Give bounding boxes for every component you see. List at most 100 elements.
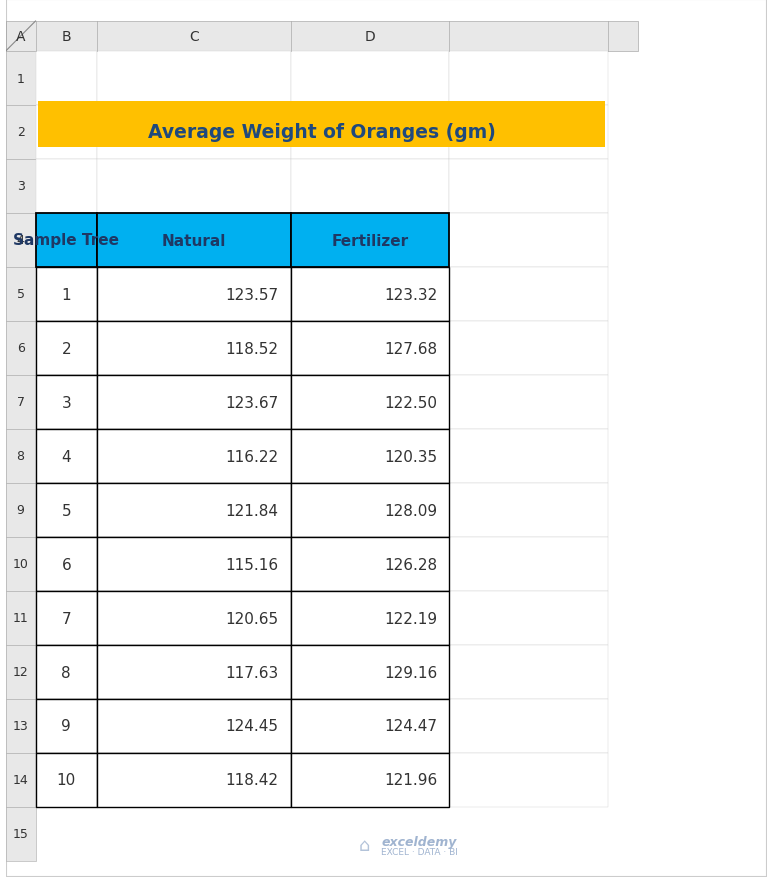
FancyBboxPatch shape bbox=[5, 591, 35, 645]
Text: Sample Tree: Sample Tree bbox=[13, 233, 120, 248]
Text: 4: 4 bbox=[61, 449, 71, 464]
FancyBboxPatch shape bbox=[97, 483, 291, 538]
FancyBboxPatch shape bbox=[449, 267, 608, 322]
FancyBboxPatch shape bbox=[5, 52, 35, 106]
FancyBboxPatch shape bbox=[35, 214, 97, 267]
FancyBboxPatch shape bbox=[35, 375, 97, 430]
FancyBboxPatch shape bbox=[97, 160, 291, 214]
FancyBboxPatch shape bbox=[97, 591, 291, 645]
FancyBboxPatch shape bbox=[449, 430, 608, 483]
FancyBboxPatch shape bbox=[291, 430, 449, 483]
Text: 9: 9 bbox=[17, 504, 25, 517]
FancyBboxPatch shape bbox=[97, 430, 291, 483]
Text: 5: 5 bbox=[61, 503, 71, 518]
FancyBboxPatch shape bbox=[449, 538, 608, 591]
FancyBboxPatch shape bbox=[291, 375, 449, 430]
FancyBboxPatch shape bbox=[35, 430, 97, 483]
FancyBboxPatch shape bbox=[38, 102, 605, 148]
Text: 2: 2 bbox=[61, 341, 71, 356]
FancyBboxPatch shape bbox=[291, 214, 449, 267]
FancyBboxPatch shape bbox=[5, 160, 35, 214]
Text: 128.09: 128.09 bbox=[384, 503, 437, 518]
FancyBboxPatch shape bbox=[291, 322, 449, 375]
FancyBboxPatch shape bbox=[5, 375, 35, 430]
FancyBboxPatch shape bbox=[97, 322, 291, 375]
Text: Natural: Natural bbox=[162, 233, 226, 248]
FancyBboxPatch shape bbox=[35, 483, 97, 538]
Text: 11: 11 bbox=[13, 612, 28, 624]
FancyBboxPatch shape bbox=[5, 645, 35, 699]
FancyBboxPatch shape bbox=[291, 267, 449, 322]
FancyBboxPatch shape bbox=[291, 267, 449, 322]
FancyBboxPatch shape bbox=[449, 52, 608, 106]
FancyBboxPatch shape bbox=[35, 699, 97, 753]
Text: 118.42: 118.42 bbox=[225, 773, 278, 788]
FancyBboxPatch shape bbox=[35, 699, 97, 753]
Text: 2: 2 bbox=[17, 126, 25, 139]
FancyBboxPatch shape bbox=[97, 538, 291, 591]
Text: 7: 7 bbox=[61, 610, 71, 626]
FancyBboxPatch shape bbox=[97, 645, 291, 699]
FancyBboxPatch shape bbox=[291, 645, 449, 699]
FancyBboxPatch shape bbox=[291, 538, 449, 591]
Text: 1: 1 bbox=[61, 287, 71, 303]
Text: 124.45: 124.45 bbox=[225, 718, 278, 734]
FancyBboxPatch shape bbox=[291, 52, 449, 106]
FancyBboxPatch shape bbox=[449, 322, 608, 375]
FancyBboxPatch shape bbox=[5, 106, 35, 160]
FancyBboxPatch shape bbox=[5, 322, 35, 375]
Text: 4: 4 bbox=[17, 234, 25, 247]
FancyBboxPatch shape bbox=[5, 22, 638, 52]
FancyBboxPatch shape bbox=[35, 106, 97, 160]
FancyBboxPatch shape bbox=[35, 645, 97, 699]
Text: 118.52: 118.52 bbox=[225, 341, 278, 356]
FancyBboxPatch shape bbox=[35, 591, 97, 645]
FancyBboxPatch shape bbox=[5, 699, 35, 753]
FancyBboxPatch shape bbox=[97, 753, 291, 807]
FancyBboxPatch shape bbox=[97, 483, 291, 538]
Text: 116.22: 116.22 bbox=[225, 449, 278, 464]
FancyBboxPatch shape bbox=[35, 483, 97, 538]
Text: Average Weight of Oranges (gm): Average Weight of Oranges (gm) bbox=[148, 124, 495, 142]
Text: B: B bbox=[61, 30, 71, 44]
FancyBboxPatch shape bbox=[449, 753, 608, 807]
FancyBboxPatch shape bbox=[97, 699, 291, 753]
FancyBboxPatch shape bbox=[5, 214, 35, 267]
Text: 123.67: 123.67 bbox=[225, 395, 278, 410]
FancyBboxPatch shape bbox=[449, 645, 608, 699]
FancyBboxPatch shape bbox=[291, 753, 449, 807]
Text: EXCEL · DATA · BI: EXCEL · DATA · BI bbox=[381, 847, 458, 857]
Text: C: C bbox=[189, 30, 199, 44]
FancyBboxPatch shape bbox=[291, 699, 449, 753]
Text: 8: 8 bbox=[61, 665, 71, 680]
FancyBboxPatch shape bbox=[291, 699, 449, 753]
Text: 10: 10 bbox=[57, 773, 76, 788]
FancyBboxPatch shape bbox=[35, 538, 97, 591]
FancyBboxPatch shape bbox=[5, 483, 35, 538]
FancyBboxPatch shape bbox=[291, 214, 449, 267]
Text: 121.96: 121.96 bbox=[384, 773, 437, 788]
Text: 10: 10 bbox=[13, 558, 28, 571]
Text: 6: 6 bbox=[17, 342, 25, 355]
Text: 129.16: 129.16 bbox=[384, 665, 437, 680]
Text: 14: 14 bbox=[13, 774, 28, 787]
Text: 123.57: 123.57 bbox=[225, 287, 278, 303]
FancyBboxPatch shape bbox=[449, 160, 608, 214]
FancyBboxPatch shape bbox=[35, 645, 97, 699]
FancyBboxPatch shape bbox=[449, 699, 608, 753]
Text: 7: 7 bbox=[17, 396, 25, 409]
FancyBboxPatch shape bbox=[291, 538, 449, 591]
FancyBboxPatch shape bbox=[35, 160, 97, 214]
Text: 6: 6 bbox=[61, 557, 71, 572]
FancyBboxPatch shape bbox=[35, 322, 97, 375]
Text: 3: 3 bbox=[17, 181, 25, 193]
FancyBboxPatch shape bbox=[97, 267, 291, 322]
FancyBboxPatch shape bbox=[97, 322, 291, 375]
FancyBboxPatch shape bbox=[291, 591, 449, 645]
Text: 9: 9 bbox=[61, 718, 71, 734]
FancyBboxPatch shape bbox=[35, 375, 97, 430]
FancyBboxPatch shape bbox=[35, 753, 97, 807]
FancyBboxPatch shape bbox=[291, 483, 449, 538]
Text: 117.63: 117.63 bbox=[225, 665, 278, 680]
Text: 127.68: 127.68 bbox=[384, 341, 437, 356]
